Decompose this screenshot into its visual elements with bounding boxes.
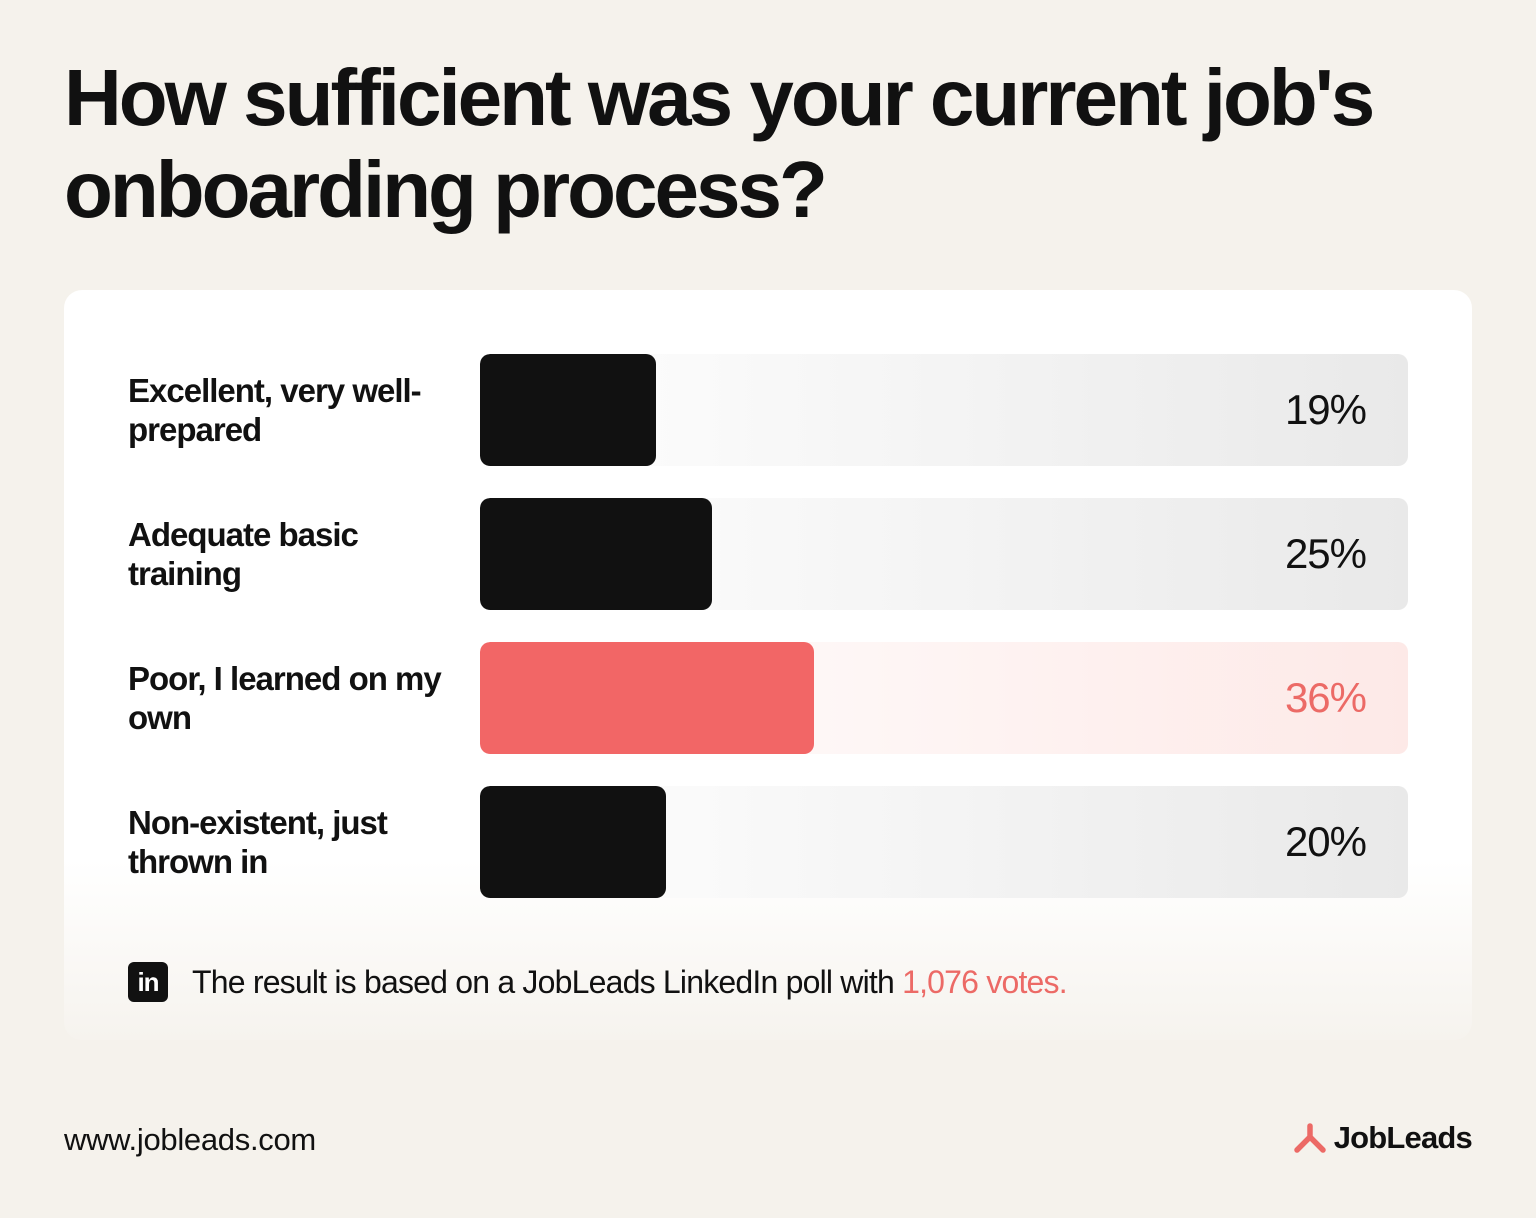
bar-value-label: 25% (1284, 530, 1367, 577)
bar (480, 786, 666, 898)
linkedin-icon: in (128, 962, 168, 1002)
poll-note-text: The result is based on a JobLeads Linked… (192, 963, 1068, 1001)
bar-row: Adequate basic training 25% (64, 498, 1472, 610)
website-url: www.jobleads.com (64, 1122, 316, 1157)
bar-label: Poor, I learned on my own (128, 660, 442, 736)
bar-label: Adequate basic training (128, 516, 359, 592)
bar-track: 19% (480, 354, 1408, 466)
brand-name: JobLeads (1333, 1120, 1473, 1155)
brand-logo: JobLeads (1292, 1120, 1473, 1156)
bar-value-label: 19% (1284, 386, 1367, 433)
poll-vote-count: 1,076 votes. (902, 963, 1068, 1000)
bar-track: 20% (480, 786, 1408, 898)
jobleads-logo-icon (1293, 1123, 1326, 1153)
bar-label: Excellent, very well-prepared (128, 372, 422, 448)
bar-label: Non-existent, just thrown in (128, 804, 388, 880)
bar (480, 354, 656, 466)
poll-note-description: The result is based on a JobLeads Linked… (192, 963, 895, 1000)
bar (480, 642, 814, 754)
bar-value-label: 20% (1284, 818, 1367, 865)
bar-row: Poor, I learned on my own 36% (64, 642, 1472, 754)
poll-card: Excellent, very well-prepared 19% Adequate… (64, 290, 1472, 1040)
poll-note: in The result is based on a JobLeads Lin… (128, 962, 1068, 1002)
bar-track: 25% (480, 498, 1408, 610)
bar-row: Non-existent, just thrown in 20% (64, 786, 1472, 898)
bar (480, 498, 712, 610)
bar-value-label: 36% (1284, 674, 1367, 721)
bar-track: 36% (480, 642, 1408, 754)
page-title: How sufficient was your current job's on… (64, 53, 1375, 234)
bar-row: Excellent, very well-prepared 19% (64, 354, 1472, 466)
